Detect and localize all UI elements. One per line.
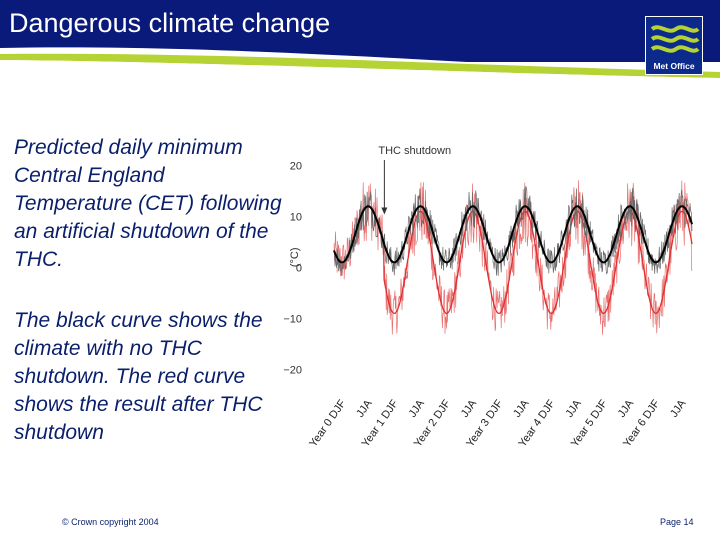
x-tick-label: JJA xyxy=(668,397,689,419)
annotation-arrow-head xyxy=(381,207,388,215)
wave-icon xyxy=(650,25,700,53)
x-tick-label: JJA xyxy=(407,397,428,419)
y-tick-label: 10 xyxy=(290,212,302,224)
y-tick-label: 0 xyxy=(296,263,302,275)
x-tick-label: JJA xyxy=(616,397,637,419)
x-tick-label: JJA xyxy=(511,397,532,419)
copyright-text: © Crown copyright 2004 xyxy=(62,517,159,527)
thc-shutdown-annotation: THC shutdown xyxy=(378,145,451,157)
logo-text: Met Office xyxy=(653,61,695,71)
y-tick-label: −10 xyxy=(283,314,302,326)
slide-title: Dangerous climate change xyxy=(9,8,331,38)
smoothed-line xyxy=(333,205,693,315)
daily-noise-line xyxy=(333,180,693,335)
description-paragraph-2: The black curve shows the climate with n… xyxy=(14,309,263,444)
banner-background xyxy=(0,0,720,82)
met-office-logo: Met Office xyxy=(645,16,703,75)
series-no-shutdown xyxy=(333,186,693,276)
x-tick-label: JJA xyxy=(459,397,480,419)
description-paragraph-1: Predicted daily minimum Central England … xyxy=(14,136,282,271)
series-lines xyxy=(333,180,693,335)
annotation-group: THC shutdown xyxy=(378,145,451,215)
temperature-chart: 20 10 0 −10 −20 (°C) THC shutdown Year 0 DJF… xyxy=(283,145,693,449)
smoothed-line xyxy=(333,205,693,264)
y-axis-label: (°C) xyxy=(289,247,301,267)
y-tick-label: −20 xyxy=(283,365,302,377)
header-banner: Dangerous climate change Met Office xyxy=(0,0,720,82)
x-tick-label: Year 0 DJF xyxy=(307,398,348,450)
y-tick-label: 20 xyxy=(290,161,302,173)
page-number: Page 14 xyxy=(660,517,694,527)
y-tick-labels: 20 10 0 −10 −20 xyxy=(283,161,302,377)
x-tick-label: JJA xyxy=(563,397,584,419)
x-tick-label: JJA xyxy=(354,397,375,419)
series-after-shutdown xyxy=(333,180,693,335)
